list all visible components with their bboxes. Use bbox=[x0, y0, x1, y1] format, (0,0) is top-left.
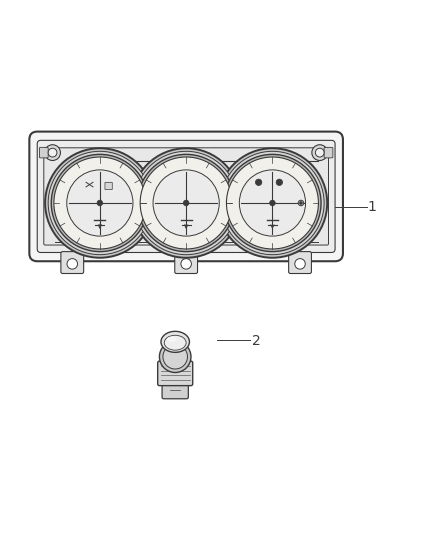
FancyBboxPatch shape bbox=[324, 147, 333, 158]
Circle shape bbox=[239, 170, 306, 236]
Circle shape bbox=[224, 155, 321, 252]
Circle shape bbox=[163, 344, 187, 369]
Ellipse shape bbox=[164, 335, 186, 350]
Circle shape bbox=[131, 148, 241, 258]
Text: 2: 2 bbox=[252, 334, 261, 348]
Circle shape bbox=[97, 200, 102, 206]
FancyBboxPatch shape bbox=[44, 148, 328, 245]
Circle shape bbox=[300, 201, 302, 204]
Circle shape bbox=[312, 145, 328, 160]
FancyBboxPatch shape bbox=[175, 252, 198, 273]
FancyBboxPatch shape bbox=[162, 382, 188, 399]
Circle shape bbox=[51, 155, 148, 252]
Ellipse shape bbox=[167, 336, 177, 342]
Circle shape bbox=[270, 200, 275, 206]
FancyBboxPatch shape bbox=[61, 252, 84, 273]
Circle shape bbox=[67, 170, 133, 236]
Circle shape bbox=[159, 341, 191, 373]
Ellipse shape bbox=[161, 332, 190, 352]
Circle shape bbox=[226, 157, 318, 249]
Circle shape bbox=[138, 155, 235, 252]
Circle shape bbox=[54, 157, 146, 249]
Circle shape bbox=[48, 148, 57, 157]
FancyBboxPatch shape bbox=[158, 361, 193, 386]
Circle shape bbox=[218, 148, 327, 258]
Circle shape bbox=[45, 145, 60, 160]
Circle shape bbox=[315, 148, 324, 157]
Circle shape bbox=[221, 151, 324, 255]
Circle shape bbox=[153, 170, 219, 236]
FancyBboxPatch shape bbox=[37, 140, 335, 253]
Circle shape bbox=[181, 259, 191, 269]
Circle shape bbox=[298, 200, 304, 206]
FancyBboxPatch shape bbox=[39, 147, 48, 158]
Circle shape bbox=[184, 200, 189, 206]
Circle shape bbox=[134, 151, 238, 255]
Text: 1: 1 bbox=[368, 200, 377, 214]
FancyBboxPatch shape bbox=[105, 182, 112, 190]
Circle shape bbox=[67, 259, 78, 269]
Circle shape bbox=[295, 259, 305, 269]
Circle shape bbox=[140, 157, 232, 249]
Circle shape bbox=[48, 151, 152, 255]
FancyBboxPatch shape bbox=[29, 132, 343, 261]
Circle shape bbox=[255, 179, 262, 185]
Circle shape bbox=[45, 148, 155, 258]
Circle shape bbox=[276, 179, 283, 185]
FancyBboxPatch shape bbox=[289, 252, 311, 273]
